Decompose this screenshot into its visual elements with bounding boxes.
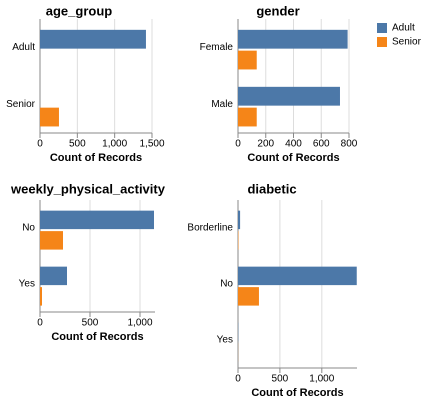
x-tick-label: 0 (37, 318, 43, 329)
legend-label: Senior (392, 37, 422, 48)
y-tick-label: Senior (6, 99, 36, 110)
x-tick-label: 600 (313, 139, 330, 150)
bar (40, 29, 146, 49)
x-tick-label: 500 (272, 374, 289, 385)
legend-swatch (377, 37, 387, 47)
y-tick-label: Borderline (187, 223, 233, 234)
x-axis-title: Count of Records (247, 152, 339, 164)
x-tick-label: 0 (37, 139, 43, 150)
chart-title: gender (256, 3, 299, 18)
x-axis-title: Count of Records (50, 152, 142, 164)
y-tick-label: Adult (12, 42, 35, 53)
y-tick-label: Male (211, 99, 233, 110)
x-tick-label: 200 (257, 139, 274, 150)
chart-title: age_group (46, 3, 113, 18)
legend-label: Adult (392, 23, 415, 34)
x-tick-label: 1,000 (127, 318, 152, 329)
bar (238, 210, 241, 230)
bar (40, 107, 59, 127)
y-tick-label: No (22, 223, 35, 234)
x-tick-label: 1,000 (102, 139, 127, 150)
bar (40, 287, 42, 306)
x-tick-label: 0 (235, 374, 241, 385)
bar (238, 86, 340, 106)
bar (238, 50, 257, 70)
y-tick-label: Female (200, 42, 234, 53)
x-axis-title: Count of Records (51, 331, 143, 343)
bar (238, 266, 357, 286)
bar (40, 266, 67, 286)
x-tick-label: 1,000 (309, 374, 334, 385)
legend-swatch (377, 23, 387, 33)
bar (238, 287, 259, 306)
x-axis-title: Count of Records (251, 387, 343, 399)
x-tick-label: 500 (69, 139, 86, 150)
y-tick-label: Yes (217, 335, 233, 346)
x-tick-label: 0 (235, 139, 241, 150)
x-tick-label: 400 (285, 139, 302, 150)
chart-title: diabetic (247, 181, 296, 196)
bar (238, 107, 257, 127)
bar (40, 210, 154, 230)
x-tick-label: 1,500 (139, 139, 164, 150)
y-tick-label: No (220, 279, 233, 290)
y-tick-label: Yes (19, 279, 35, 290)
x-tick-label: 500 (82, 318, 99, 329)
bar (238, 29, 348, 49)
chart-title: weekly_physical_activity (10, 181, 166, 196)
bar (40, 231, 63, 250)
x-tick-label: 800 (341, 139, 358, 150)
